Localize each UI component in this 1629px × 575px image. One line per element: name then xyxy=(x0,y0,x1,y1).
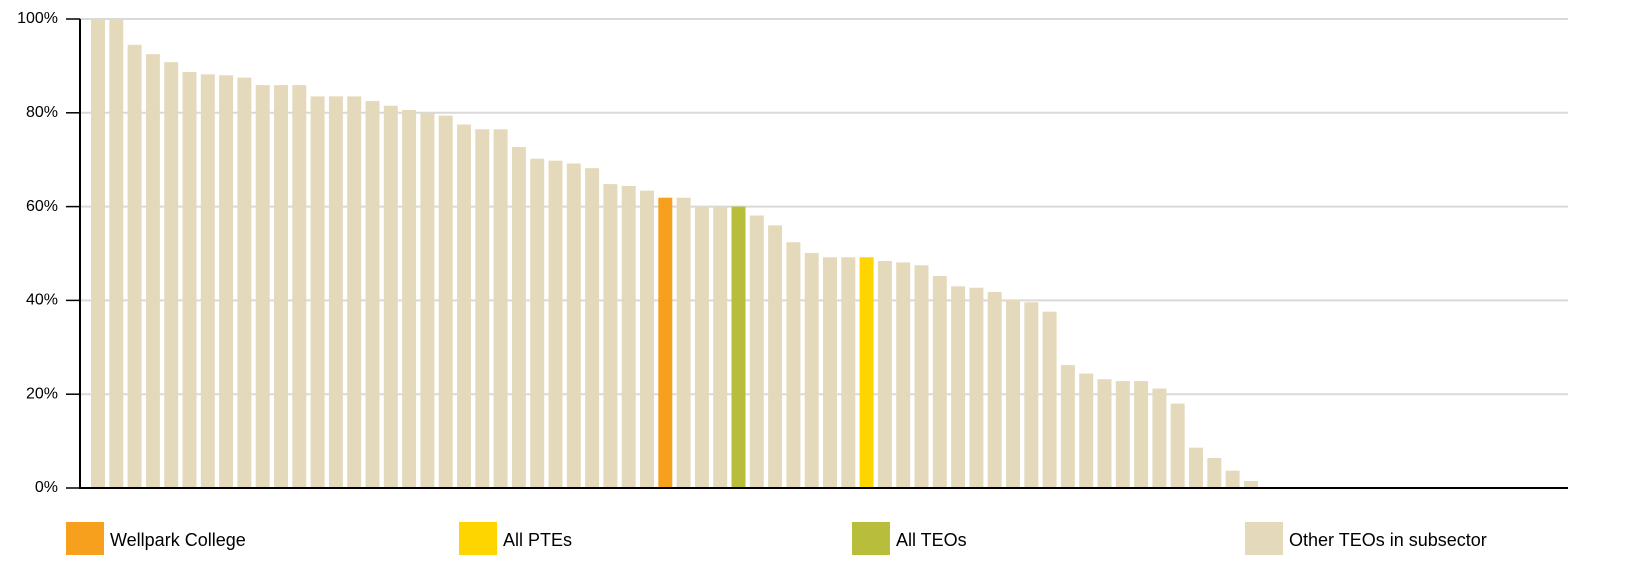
bar xyxy=(548,160,563,488)
bar xyxy=(987,291,1002,488)
legend-swatch xyxy=(852,522,890,555)
bar xyxy=(310,96,325,488)
bar xyxy=(786,242,801,488)
bar xyxy=(91,19,105,488)
bar xyxy=(1097,379,1112,488)
bar xyxy=(1079,373,1094,488)
legend-label: All TEOs xyxy=(896,530,967,550)
bar xyxy=(841,257,856,488)
bar xyxy=(859,257,874,488)
bar xyxy=(402,109,417,489)
bar xyxy=(219,75,234,488)
y-tick-label: 20% xyxy=(26,385,58,402)
bar xyxy=(109,19,124,488)
bar xyxy=(566,163,581,488)
bar xyxy=(127,44,142,489)
bar xyxy=(1189,447,1203,488)
bar xyxy=(1060,365,1075,488)
bar xyxy=(749,215,764,489)
bar xyxy=(731,206,746,488)
bar xyxy=(804,253,819,488)
bar xyxy=(255,85,270,488)
bar xyxy=(274,85,288,488)
bar xyxy=(530,158,545,488)
bar xyxy=(1207,457,1222,488)
y-tick-label: 0% xyxy=(35,479,58,496)
bar xyxy=(694,206,709,488)
bar xyxy=(200,74,215,488)
bar xyxy=(1006,299,1020,488)
legend-label: Other TEOs in subsector xyxy=(1289,530,1487,550)
bar xyxy=(347,96,362,488)
bar xyxy=(640,190,654,489)
bar xyxy=(1152,388,1167,488)
bar xyxy=(145,54,160,489)
bar xyxy=(658,197,673,488)
legend-label: All PTEs xyxy=(503,530,572,550)
bar xyxy=(420,112,435,489)
legend-swatch xyxy=(459,522,497,555)
bar xyxy=(877,261,892,488)
legend-swatch xyxy=(66,522,104,555)
bar xyxy=(1243,480,1258,488)
bar xyxy=(713,206,728,488)
bar xyxy=(768,225,783,489)
bar xyxy=(1042,311,1057,488)
bar xyxy=(493,129,508,488)
bar xyxy=(603,184,618,488)
bar xyxy=(475,129,490,488)
bar xyxy=(292,85,307,488)
bar xyxy=(1170,403,1185,488)
bar xyxy=(896,262,911,488)
bar xyxy=(383,105,398,488)
legend-label: Wellpark College xyxy=(110,530,246,550)
bar xyxy=(823,257,837,488)
bar xyxy=(1115,381,1130,488)
bar xyxy=(914,265,929,488)
bar xyxy=(1225,470,1240,488)
y-tick-label: 100% xyxy=(17,10,58,27)
y-tick-label: 80% xyxy=(26,104,58,121)
bar xyxy=(365,101,380,488)
bar xyxy=(328,96,343,488)
legend-swatch xyxy=(1245,522,1283,555)
bar xyxy=(511,147,526,489)
bar xyxy=(438,115,453,488)
y-tick-label: 60% xyxy=(26,198,58,215)
bar xyxy=(585,168,600,488)
bar xyxy=(182,71,197,488)
bar xyxy=(1134,381,1149,488)
bar xyxy=(932,276,947,488)
bar xyxy=(621,185,636,489)
bar xyxy=(164,62,179,488)
bar xyxy=(969,287,984,488)
bar xyxy=(237,77,252,488)
bar xyxy=(676,197,691,488)
bar xyxy=(457,124,471,489)
y-tick-label: 40% xyxy=(26,292,58,309)
bar xyxy=(1024,302,1039,488)
bar xyxy=(951,286,966,488)
